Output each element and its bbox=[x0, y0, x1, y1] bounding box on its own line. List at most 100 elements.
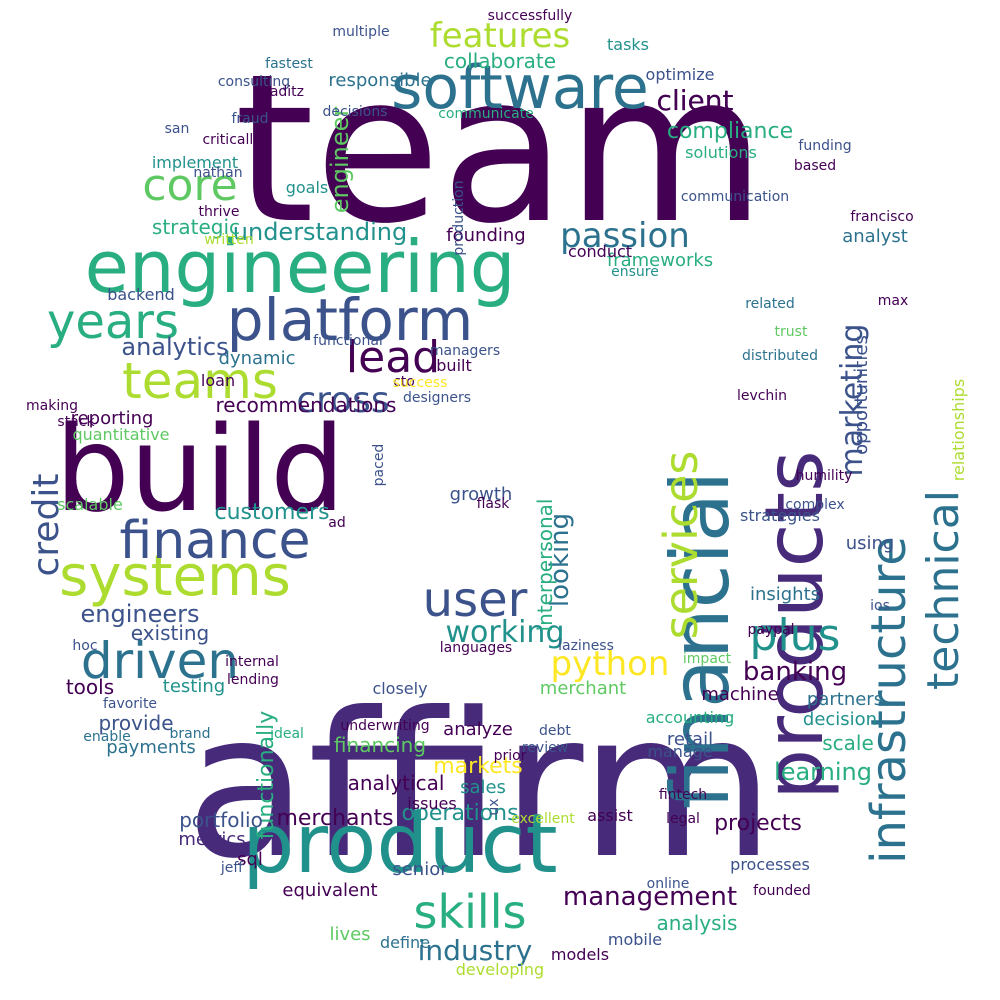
word-64: functionally bbox=[254, 711, 279, 840]
word-144: online bbox=[647, 876, 690, 892]
word-96: manage bbox=[647, 742, 712, 761]
word-93: retail bbox=[667, 729, 713, 750]
word-94: issues bbox=[407, 794, 456, 813]
word-139: complex bbox=[785, 497, 844, 513]
word-31: client bbox=[657, 84, 734, 117]
word-100: goals bbox=[286, 178, 329, 197]
word-160: funding bbox=[798, 138, 851, 154]
word-12: infrastructure bbox=[861, 536, 917, 864]
word-108: written bbox=[204, 232, 254, 248]
word-84: machine bbox=[701, 684, 778, 705]
word-16: lead bbox=[346, 332, 440, 383]
word-11: teams bbox=[122, 352, 278, 410]
word-82: decision bbox=[803, 709, 877, 730]
word-115: brand bbox=[170, 726, 211, 742]
word-52: sales bbox=[460, 777, 506, 798]
word-41: recommendations bbox=[216, 393, 397, 417]
word-67: operations bbox=[401, 801, 518, 826]
word-156: nathan bbox=[193, 165, 242, 181]
word-117: ideal bbox=[270, 726, 304, 742]
word-17: driven bbox=[81, 632, 239, 690]
word-99: implement bbox=[152, 153, 238, 172]
word-109: loan bbox=[201, 371, 235, 390]
word-141: impact bbox=[683, 651, 732, 667]
word-38: collaborate bbox=[444, 49, 556, 73]
word-69: portfolio bbox=[179, 808, 263, 832]
word-149: review bbox=[522, 740, 568, 756]
word-157: kaditz bbox=[262, 84, 304, 100]
word-79: analysis bbox=[657, 911, 738, 935]
word-110: making bbox=[26, 398, 78, 414]
word-32: banking bbox=[743, 657, 847, 687]
word-33: learning bbox=[774, 758, 872, 786]
word-164: flask bbox=[477, 496, 511, 512]
word-63: payments bbox=[106, 737, 196, 758]
word-35: analytics bbox=[121, 333, 228, 361]
word-25: credit bbox=[26, 474, 67, 577]
word-77: models bbox=[551, 945, 609, 964]
word-3: engineering bbox=[85, 225, 516, 309]
word-83: partners bbox=[807, 689, 883, 710]
word-154: hoc bbox=[72, 638, 97, 654]
word-163: laziness bbox=[558, 638, 614, 654]
word-71: sql bbox=[237, 849, 263, 870]
word-13: technical bbox=[918, 490, 969, 690]
word-24: cross bbox=[296, 380, 389, 421]
word-135: trust bbox=[775, 324, 808, 340]
word-106: critically bbox=[202, 132, 261, 148]
word-40: customers bbox=[214, 500, 329, 525]
word-10: finance bbox=[119, 511, 310, 571]
word-152: ios bbox=[870, 598, 890, 614]
word-15: years bbox=[47, 294, 179, 350]
word-97: optimize bbox=[646, 65, 715, 84]
word-130: conduct bbox=[568, 242, 632, 261]
word-27: working bbox=[446, 615, 565, 650]
word-61: testing bbox=[163, 676, 225, 697]
word-14: services bbox=[654, 451, 708, 640]
word-137: levchin bbox=[737, 388, 787, 404]
word-89: using bbox=[846, 533, 895, 554]
word-112: internal bbox=[225, 654, 279, 670]
word-36: engineers bbox=[81, 600, 200, 628]
word-43: tools bbox=[66, 675, 114, 699]
word-73: equivalent bbox=[282, 880, 377, 901]
word-85: accounting bbox=[646, 708, 734, 727]
word-158: multiple bbox=[332, 24, 389, 40]
word-105: fastest bbox=[265, 56, 313, 72]
word-2: build bbox=[55, 400, 345, 538]
word-123: designers bbox=[403, 390, 471, 406]
word-74: lives bbox=[329, 924, 370, 945]
word-4: product bbox=[242, 797, 557, 892]
word-147: ux bbox=[486, 798, 502, 815]
word-56: analyst bbox=[842, 226, 908, 247]
word-95: analyze bbox=[443, 719, 513, 740]
word-59: reporting bbox=[71, 408, 154, 429]
word-143: legal bbox=[666, 811, 700, 827]
word-151: debt bbox=[539, 723, 571, 739]
word-55: frameworks bbox=[607, 250, 713, 271]
word-65: financing bbox=[334, 733, 426, 757]
word-146: excellent bbox=[511, 811, 575, 827]
word-50: interpersonal bbox=[533, 499, 557, 632]
word-18: user bbox=[423, 572, 528, 628]
word-145: founded bbox=[753, 883, 811, 899]
word-0: team bbox=[234, 31, 766, 269]
word-138: humility bbox=[796, 468, 853, 484]
word-68: merchants bbox=[276, 806, 393, 831]
word-102: tasks bbox=[607, 35, 649, 54]
word-20: plus bbox=[750, 610, 841, 661]
word-134: related bbox=[745, 296, 795, 312]
word-159: successfully bbox=[488, 8, 573, 24]
word-86: merchant bbox=[540, 678, 626, 699]
word-129: communication bbox=[681, 189, 789, 205]
word-46: strategic bbox=[152, 215, 240, 239]
word-121: paced bbox=[371, 444, 387, 487]
word-78: mobile bbox=[608, 930, 662, 949]
word-92: assist bbox=[587, 806, 633, 825]
word-5: financial bbox=[654, 471, 747, 809]
word-6: products bbox=[748, 450, 841, 799]
word-19: skills bbox=[414, 885, 527, 939]
word-9: systems bbox=[59, 544, 291, 609]
word-161: based bbox=[794, 158, 836, 174]
